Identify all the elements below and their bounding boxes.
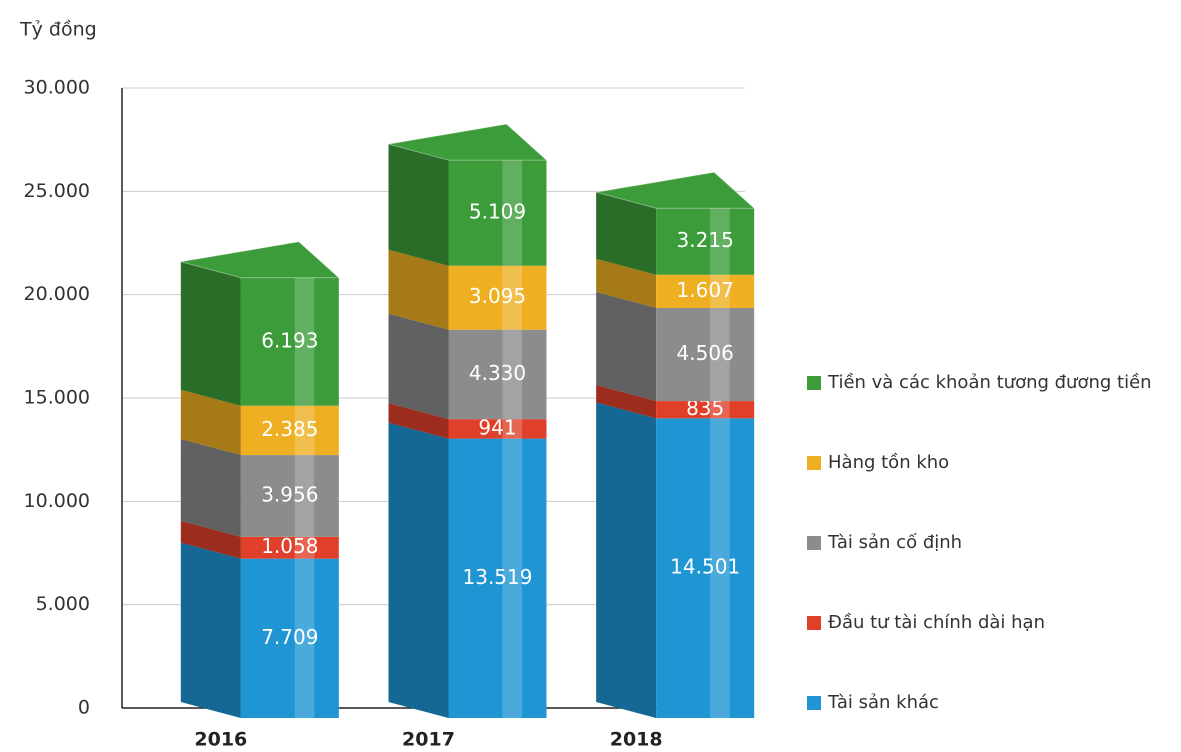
bar-side-shade [180, 542, 241, 718]
legend-swatch [807, 696, 821, 710]
bar-top [596, 171, 756, 209]
legend-label: Tài sản khác [827, 692, 939, 713]
bar-side-shade [596, 192, 657, 275]
bar-side-shade [596, 385, 657, 419]
bar-side [596, 385, 657, 419]
legend-swatch [807, 456, 821, 470]
bar-highlight [502, 160, 522, 266]
bar-side-shade [596, 402, 657, 718]
bar-segment [656, 418, 755, 718]
legend-label: Tài sản cố định [827, 532, 962, 553]
legend-label: Hàng tồn kho [828, 452, 949, 473]
bar-segment [240, 558, 339, 718]
y-tick-label: 15.000 [24, 387, 90, 409]
bar-segment [656, 274, 755, 308]
x-tick-label: 2017 [402, 729, 455, 751]
bar-segment [656, 401, 755, 419]
bar-side [388, 422, 449, 718]
bar-side [180, 389, 241, 456]
bar-side-shade [388, 403, 449, 439]
bar-side [180, 542, 241, 718]
bar-side-shade [596, 258, 657, 308]
x-tick-label: 2016 [194, 729, 247, 751]
bar-side [180, 439, 241, 537]
y-axis-label: Tỷ đồng [19, 19, 97, 41]
x-tick-label: 2018 [610, 729, 663, 751]
bar-side-shade [180, 520, 241, 559]
bar-side-shade [180, 439, 241, 537]
value-label: 3.215 [677, 228, 734, 252]
bar-side [596, 192, 657, 275]
value-label: 1.058 [261, 534, 318, 558]
bar-top [388, 123, 548, 161]
bar-segment [240, 277, 339, 406]
bar-highlight [710, 401, 730, 419]
bar-side [596, 258, 657, 308]
value-label: 5.109 [469, 199, 526, 223]
y-tick-label: 10.000 [24, 490, 90, 512]
value-label: 2.385 [261, 417, 318, 441]
bar-highlight [294, 558, 315, 718]
bar-segment [656, 307, 755, 402]
bar-top [180, 241, 341, 279]
bar-side [180, 261, 241, 406]
bar-segment [240, 405, 339, 456]
legend-label: Tiền và các khoản tương đương tiền [827, 372, 1152, 393]
bar-segment [448, 419, 547, 439]
bar-highlight [710, 274, 730, 308]
bar-highlight [502, 438, 522, 718]
bar-side [388, 249, 449, 330]
bar-side [388, 144, 449, 266]
bar-side-shade [388, 313, 449, 420]
y-tick-label: 0 [78, 697, 90, 719]
bar-segment [656, 208, 755, 275]
bar-side-shade [388, 422, 449, 718]
legend-swatch [807, 536, 821, 550]
bar-side-shade [180, 261, 241, 406]
legend-swatch [807, 376, 821, 390]
value-label: 13.519 [463, 565, 533, 589]
value-label: 3.956 [261, 482, 318, 506]
value-label: 4.330 [469, 361, 526, 385]
legend-label: Đầu tư tài chính dài hạn [828, 612, 1045, 633]
bar-side [596, 291, 657, 402]
value-label: 6.193 [261, 328, 318, 352]
bar-side [388, 403, 449, 439]
bar-highlight [710, 307, 730, 402]
bar-highlight [502, 329, 522, 420]
bar-side-shade [596, 291, 657, 402]
bar-segment [240, 455, 339, 537]
value-label: 14.501 [670, 555, 740, 579]
bar-side [180, 520, 241, 559]
value-label: 3.095 [469, 284, 526, 308]
bar-highlight [294, 277, 315, 406]
bar-highlight [710, 418, 730, 718]
bar-side-shade [180, 389, 241, 456]
y-tick-label: 25.000 [24, 180, 90, 202]
bar-side-shade [388, 249, 449, 330]
bar-segment [448, 329, 547, 420]
bar-highlight [710, 208, 730, 275]
y-tick-label: 5.000 [36, 593, 90, 615]
bar-side-shade [388, 144, 449, 266]
bar-side [596, 402, 657, 718]
value-label: 941 [478, 415, 516, 439]
bar-highlight [294, 536, 315, 559]
bar-segment [448, 438, 547, 718]
bar-segment [240, 536, 339, 559]
value-label: 4.506 [677, 341, 734, 365]
y-tick-label: 30.000 [24, 77, 90, 99]
bar-highlight [294, 455, 315, 537]
value-label: 7.709 [261, 625, 318, 649]
y-tick-label: 20.000 [24, 283, 90, 305]
legend-swatch [807, 616, 821, 630]
bar-segment [448, 265, 547, 330]
bar-highlight [502, 419, 522, 439]
value-label: 1.607 [677, 278, 734, 302]
bar-side [388, 313, 449, 420]
bar-segment [448, 160, 547, 266]
bar-highlight [502, 265, 522, 330]
bar-highlight [294, 405, 315, 456]
